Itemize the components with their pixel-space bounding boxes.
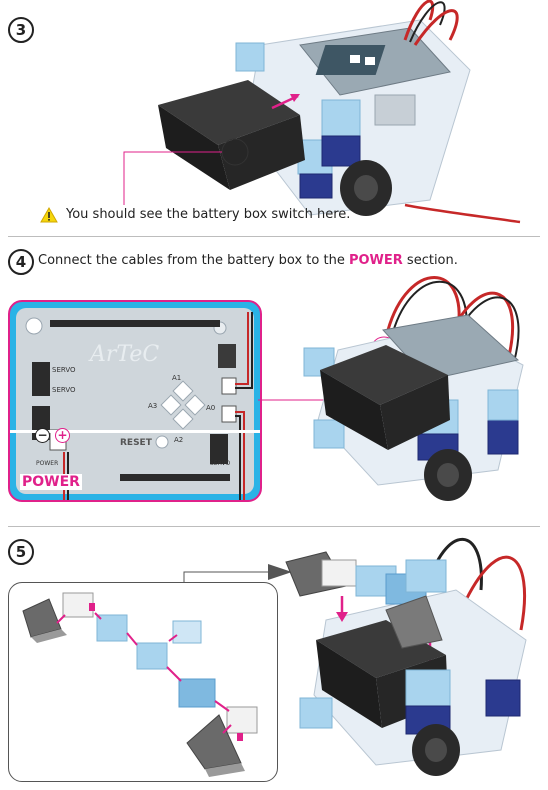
a2-label: A2	[174, 436, 184, 444]
warning-triangle-icon	[40, 206, 58, 223]
a3-label: A3	[148, 402, 158, 410]
a0-label: A0	[206, 404, 216, 412]
battery-switch-note: You should see the battery box switch he…	[66, 207, 351, 222]
step-5-robot-illustration	[285, 537, 527, 776]
divider-step3-step4	[8, 236, 540, 237]
servo-label-2: SERVO	[52, 386, 76, 394]
sub-assembly-panel	[8, 582, 278, 782]
board-closeup-panel: ArTeC SERVO SERVO SERVO A1 A3 A0 A2 RESE…	[8, 300, 262, 502]
servo-label-3: SERVO	[210, 460, 231, 467]
step-4-robot-illustration	[303, 276, 524, 501]
sub-assembly-parts-drawing	[22, 592, 258, 777]
board-logo: ArTeC	[90, 342, 160, 367]
step-4-number: 4	[8, 249, 34, 275]
callout-leader-line	[123, 151, 222, 205]
step-4-instruction: Connect the cables from the battery box …	[38, 253, 458, 268]
minus-polarity-icon: −	[35, 428, 50, 443]
power-big-label: POWER	[20, 474, 82, 490]
battery-box	[158, 80, 305, 190]
robot-body	[235, 0, 521, 224]
divider-step4-step5	[8, 526, 540, 527]
step-3-number: 3	[8, 17, 34, 43]
control-board-drawing	[10, 308, 260, 500]
plus-polarity-icon: +	[55, 428, 70, 443]
step-5-pointer-arrow	[183, 564, 292, 582]
step-3-illustration	[123, 0, 521, 224]
insert-arrow	[271, 94, 300, 110]
a1-label: A1	[172, 374, 182, 382]
step-4-instruction-end: section.	[406, 253, 458, 268]
servo-label-1: SERVO	[52, 366, 76, 374]
step-5-number: 5	[8, 539, 34, 565]
power-keyword: POWER	[348, 253, 403, 268]
reset-label: RESET	[120, 438, 152, 448]
power-small-label: POWER	[36, 460, 59, 467]
step-4-instruction-start: Connect the cables from the battery box …	[38, 253, 345, 268]
